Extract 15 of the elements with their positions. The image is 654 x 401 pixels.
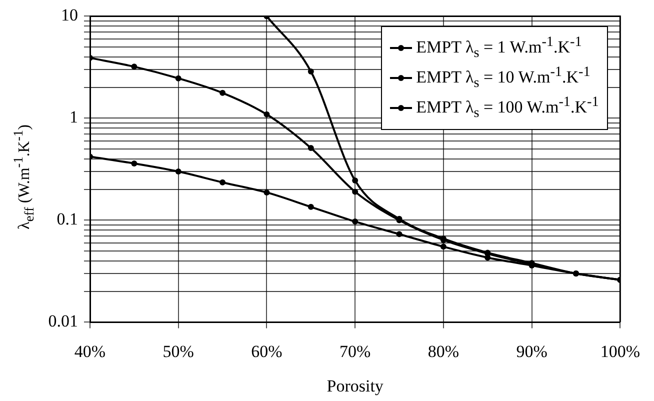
x-tick-label: 40% — [74, 342, 106, 361]
y-tick-label: 1 — [70, 108, 78, 127]
x-tick-label: 70% — [340, 342, 371, 361]
x-tick-label: 60% — [251, 342, 282, 361]
y-tick-label: 0.01 — [48, 312, 78, 331]
x-axis-title: Porosity — [326, 376, 384, 396]
legend-label: EMPT λ$_{s}$ = 10 W.m$^{-1}$.K$^{-1}$ — [416, 64, 590, 92]
legend-label: EMPT λ$_{s}$ = 100 W.m$^{-1}$.K$^{-1}$ — [416, 94, 599, 122]
x-tick-label: 80% — [428, 342, 460, 361]
legend-label: EMPT λ$_{s}$ = 1 W.m$^{-1}$.K$^{-1}$ — [416, 34, 582, 62]
x-tick-label: 50% — [162, 342, 194, 361]
x-tick-label: 90% — [516, 342, 548, 361]
y-tick-label: 0.1 — [56, 210, 78, 229]
y-tick-label: 10 — [61, 6, 78, 25]
x-tick-label: 100% — [600, 342, 640, 361]
